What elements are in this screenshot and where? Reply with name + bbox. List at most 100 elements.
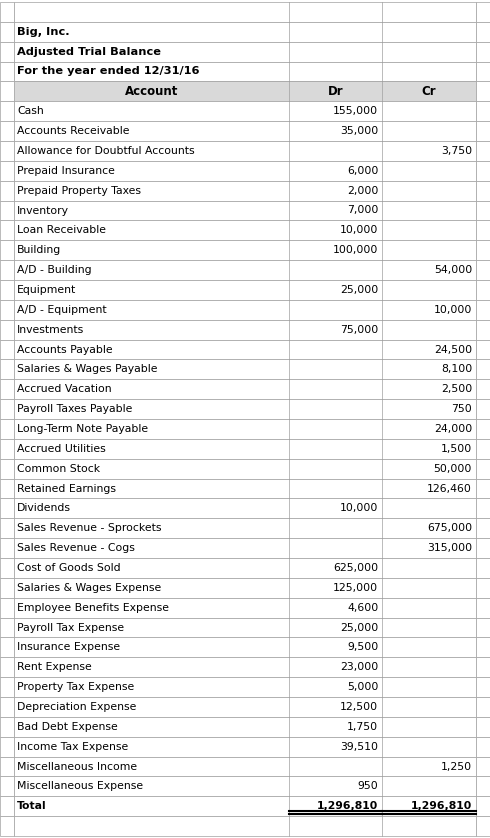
Bar bbox=[0, 101, 14, 122]
Bar bbox=[0, 141, 14, 161]
Bar bbox=[0, 638, 14, 657]
Text: 6,000: 6,000 bbox=[347, 166, 378, 176]
Text: 25,000: 25,000 bbox=[340, 623, 378, 633]
Text: 10,000: 10,000 bbox=[340, 504, 378, 514]
Text: Adjusted Trial Balance: Adjusted Trial Balance bbox=[17, 47, 161, 57]
Bar bbox=[14, 419, 476, 439]
Bar bbox=[14, 657, 476, 677]
Bar bbox=[14, 260, 476, 280]
Text: 10,000: 10,000 bbox=[434, 305, 472, 315]
Text: Investments: Investments bbox=[17, 324, 84, 334]
Text: 9,500: 9,500 bbox=[347, 643, 378, 652]
Bar bbox=[0, 42, 14, 61]
Text: Salaries & Wages Expense: Salaries & Wages Expense bbox=[17, 582, 161, 592]
Text: Cash: Cash bbox=[17, 106, 44, 116]
Bar bbox=[476, 399, 490, 419]
Bar bbox=[476, 61, 490, 81]
Text: 35,000: 35,000 bbox=[340, 126, 378, 136]
Text: 1,296,810: 1,296,810 bbox=[317, 801, 378, 811]
Bar bbox=[0, 320, 14, 339]
Text: 24,000: 24,000 bbox=[434, 424, 472, 434]
Bar bbox=[476, 22, 490, 42]
Bar bbox=[0, 677, 14, 697]
Bar bbox=[476, 757, 490, 777]
Text: A/D - Building: A/D - Building bbox=[17, 265, 92, 275]
Text: Salaries & Wages Payable: Salaries & Wages Payable bbox=[17, 365, 157, 375]
Text: Payroll Tax Expense: Payroll Tax Expense bbox=[17, 623, 124, 633]
Bar bbox=[476, 777, 490, 796]
Bar bbox=[0, 458, 14, 478]
Bar bbox=[14, 81, 476, 101]
Text: For the year ended 12/31/16: For the year ended 12/31/16 bbox=[17, 66, 199, 76]
Text: Dividends: Dividends bbox=[17, 504, 71, 514]
Bar bbox=[0, 816, 14, 836]
Bar bbox=[476, 200, 490, 220]
Text: 125,000: 125,000 bbox=[333, 582, 378, 592]
Bar bbox=[14, 42, 476, 61]
Text: 625,000: 625,000 bbox=[333, 563, 378, 573]
Bar bbox=[476, 439, 490, 458]
Bar bbox=[0, 518, 14, 538]
Text: 750: 750 bbox=[451, 404, 472, 414]
Bar bbox=[0, 716, 14, 737]
Text: Bad Debt Expense: Bad Debt Expense bbox=[17, 722, 118, 732]
Text: 12,500: 12,500 bbox=[340, 702, 378, 712]
Bar bbox=[0, 578, 14, 597]
Bar bbox=[476, 360, 490, 380]
Bar bbox=[476, 300, 490, 320]
Bar bbox=[14, 478, 476, 499]
Bar bbox=[0, 697, 14, 716]
Bar bbox=[476, 638, 490, 657]
Bar bbox=[14, 360, 476, 380]
Bar bbox=[476, 161, 490, 181]
Bar bbox=[0, 300, 14, 320]
Text: Income Tax Expense: Income Tax Expense bbox=[17, 742, 128, 752]
Bar bbox=[0, 399, 14, 419]
Bar bbox=[476, 380, 490, 399]
Bar bbox=[0, 538, 14, 558]
Bar bbox=[14, 61, 476, 81]
Bar bbox=[476, 518, 490, 538]
Text: Dr: Dr bbox=[328, 85, 343, 98]
Text: Prepaid Insurance: Prepaid Insurance bbox=[17, 166, 115, 176]
Bar bbox=[14, 380, 476, 399]
Bar bbox=[14, 241, 476, 260]
Bar bbox=[0, 220, 14, 241]
Text: 315,000: 315,000 bbox=[427, 543, 472, 553]
Bar bbox=[0, 737, 14, 757]
Text: 23,000: 23,000 bbox=[340, 662, 378, 672]
Text: 39,510: 39,510 bbox=[340, 742, 378, 752]
Text: 155,000: 155,000 bbox=[333, 106, 378, 116]
Bar bbox=[14, 757, 476, 777]
Bar bbox=[0, 777, 14, 796]
Bar bbox=[0, 597, 14, 618]
Bar bbox=[476, 499, 490, 518]
Text: Account: Account bbox=[125, 85, 178, 98]
Text: Depreciation Expense: Depreciation Expense bbox=[17, 702, 136, 712]
Text: Building: Building bbox=[17, 246, 61, 256]
Text: 2,500: 2,500 bbox=[441, 384, 472, 394]
Text: Accrued Utilities: Accrued Utilities bbox=[17, 444, 106, 454]
Bar bbox=[0, 280, 14, 300]
Bar bbox=[14, 796, 476, 816]
Text: Rent Expense: Rent Expense bbox=[17, 662, 92, 672]
Bar bbox=[14, 597, 476, 618]
Text: 24,500: 24,500 bbox=[434, 344, 472, 354]
Bar bbox=[14, 161, 476, 181]
Bar bbox=[0, 499, 14, 518]
Bar bbox=[14, 716, 476, 737]
Text: 5,000: 5,000 bbox=[347, 682, 378, 692]
Bar bbox=[14, 578, 476, 597]
Text: 1,250: 1,250 bbox=[441, 762, 472, 772]
Bar bbox=[14, 101, 476, 122]
Bar bbox=[476, 796, 490, 816]
Text: Accounts Receivable: Accounts Receivable bbox=[17, 126, 129, 136]
Text: 950: 950 bbox=[358, 781, 378, 791]
Bar bbox=[0, 260, 14, 280]
Text: Loan Receivable: Loan Receivable bbox=[17, 225, 106, 235]
Bar bbox=[476, 181, 490, 200]
Bar bbox=[476, 220, 490, 241]
Text: Retained Earnings: Retained Earnings bbox=[17, 484, 116, 494]
Bar bbox=[476, 716, 490, 737]
Bar bbox=[476, 597, 490, 618]
